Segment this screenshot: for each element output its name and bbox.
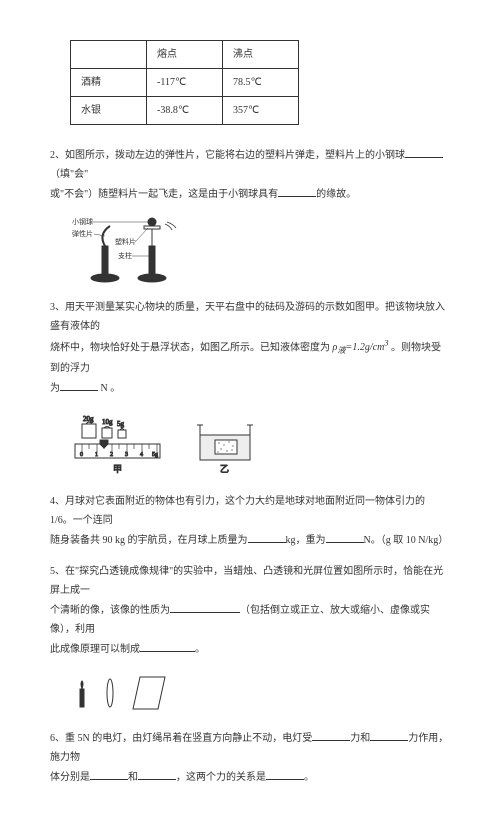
table-header: 熔点 [147,41,223,69]
svg-text:0: 0 [80,452,83,458]
q6-text: 体分别是 [50,772,90,783]
svg-text:5g: 5g [152,452,158,458]
table-cell: -117℃ [147,69,223,97]
question-2: 2、如图所示，拨动左边的弹性片，它能将右边的塑料片弹走，塑料片上的小钢球 （填"会… [50,145,450,204]
svg-text:1: 1 [95,452,98,458]
substance-table: 熔点 沸点 酒精 -117℃ 78.5℃ 水银 -38.8℃ 357℃ [70,40,299,125]
table-cell: 酒精 [71,69,147,97]
question-3: 3、用天平测量某实心物块的质量，天平右盘中的砝码及游码的示数如图甲。把该物块放入… [50,298,450,398]
q2-number: 2、 [50,150,65,161]
q2-text: 如图所示，拨动左边的弹性片，它能将右边的塑料片弹走，塑料片上的小钢球 [65,150,405,161]
q4-number: 4、 [50,496,65,507]
density-formula: ρ液=1.2g/cm3 [333,342,389,353]
label-right: 乙 [220,464,229,474]
q5-figure [70,671,450,716]
table-cell: 357℃ [223,97,299,125]
question-4: 4、月球对它表面附近的物体也有引力，这个力大约是地球对地面附近同一物体引力的 1… [50,492,450,550]
question-6: 6、重 5N 的电灯，由灯绳吊着在竖直方向静止不动，电灯受力和力作用，施力物 体… [50,728,450,787]
blank [370,728,408,741]
label-base: 支柱 [118,251,132,260]
q4-text: 月球对它表面附近的物体也有引力，这个力大约是地球对地面附近同一物体引力的 1/6… [50,496,425,526]
q3-unit: N 。 [98,383,120,394]
q4-unit: kg，重为 [286,535,326,546]
q6-text: ，这两个力的关系是 [176,772,266,783]
table-cell: 78.5℃ [223,69,299,97]
question-5: 5、在"探究凸透镜成像规律"的实验中，当蜡烛、凸透镜和光屏位置如图所示时，恰能在… [50,562,450,659]
table-cell: 水银 [71,97,147,125]
q5-text: 。 [195,644,205,655]
svg-text:4: 4 [140,452,143,458]
svg-text:20g: 20g [83,415,94,423]
q3-number: 3、 [50,302,65,313]
q3-text: 烧杯中，物块恰好处于悬浮状态，如图乙所示。已知液体密度为 [50,342,330,353]
q4-text: 随身装备共 90 kg 的宇航员，在月球上质量为 [50,535,248,546]
q5-text: 个清晰的像，该像的性质为 [50,605,170,616]
q6-text: 。 [304,772,314,783]
q5-number: 5、 [50,566,65,577]
blank [140,639,195,652]
q3-text: 用天平测量某实心物块的质量，天平右盘中的砝码及游码的示数如图甲。把该物块放入盛有… [50,302,445,332]
q2-figure: 小钢球 弹性片 塑料片 支柱 [70,216,450,286]
blank [138,767,176,780]
blank [278,184,316,197]
q2-hint: （填"会" [50,169,88,180]
blank [312,728,350,741]
svg-text:3: 3 [125,452,128,458]
q4-unit: N。（g 取 10 N/kg） [364,535,449,546]
q3-text: 为 [50,383,60,394]
blank [60,378,98,391]
svg-text:2: 2 [110,452,113,458]
q3-figure: 20g 10g 5g 0 1 2 3 4 5g 甲 [70,410,450,480]
q6-text: 重 5N 的电灯，由灯绳吊着在竖直方向静止不动，电灯受 [65,733,312,744]
label-ball: 小钢球 [72,217,93,226]
blank [326,530,364,543]
label-left: 甲 [113,464,122,474]
svg-text:10g: 10g [102,418,113,426]
blank [90,767,128,780]
blank [266,767,304,780]
label-elastic: 弹性片 [72,229,93,238]
blank [170,600,240,613]
table-cell: -38.8℃ [147,97,223,125]
label-plastic: 塑料片 [115,237,136,246]
table-header: 沸点 [223,41,299,69]
table-header [71,41,147,69]
q5-text: 此成像原理可以制成 [50,644,140,655]
q2-text: 的缘故。 [316,189,356,200]
q6-text: 力和 [350,733,370,744]
q6-text: 和 [128,772,138,783]
q2-text: 或"不会"）随塑料片一起飞走，这是由于小钢球具有 [50,189,278,200]
blank [405,145,443,158]
q6-number: 6、 [50,733,65,744]
q5-text: 在"探究凸透镜成像规律"的实验中，当蜡烛、凸透镜和光屏位置如图所示时，恰能在光屏… [50,566,443,596]
blank [248,530,286,543]
svg-text:5g: 5g [117,420,125,428]
